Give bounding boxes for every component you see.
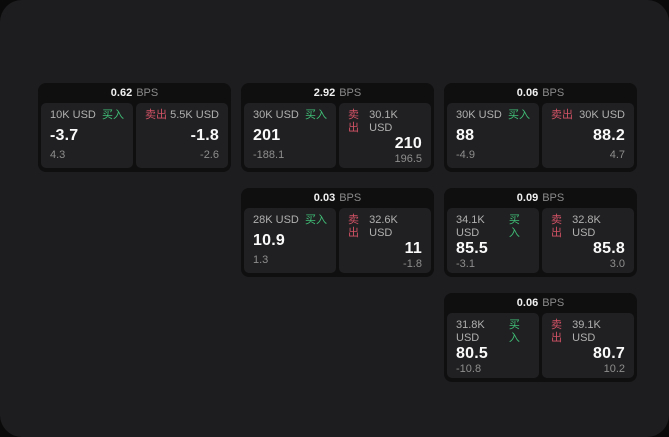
bps-quote-card: 0.06 BPS 31.8K USD 买入 80.5 -10.8 卖出 39.1…: [444, 293, 637, 382]
buy-change: -4.9: [456, 149, 475, 161]
sell-size-label: 30.1K USD: [369, 109, 398, 134]
bps-header: 0.06 BPS: [447, 293, 634, 313]
bps-value: 0.06: [516, 297, 539, 309]
buy-size-label: 10K USD: [50, 109, 96, 121]
sell-tile[interactable]: 卖出 32.6K USD 11 -1.8: [339, 208, 431, 273]
sell-side-label: 卖出: [348, 109, 359, 134]
bps-quote-card: 0.09 BPS 34.1K USD 买入 85.5 -3.1 卖出 32.8K…: [444, 188, 637, 277]
sell-price: 11: [404, 240, 422, 257]
bps-quote-card: 0.62 BPS 10K USD 买入 -3.7 4.3 卖出 5.5K USD…: [38, 83, 231, 172]
sell-price: 88.2: [593, 126, 625, 144]
bps-unit-label: BPS: [339, 87, 362, 99]
buy-size-label: 28K USD: [253, 214, 299, 226]
sell-tile[interactable]: 卖出 30K USD 88.2 4.7: [542, 103, 634, 168]
buy-price: 85.5: [456, 240, 488, 257]
sell-size-label: 30K USD: [579, 109, 625, 121]
buy-price: 10.9: [253, 231, 285, 249]
buy-tile[interactable]: 28K USD 买入 10.9 1.3: [244, 208, 336, 273]
bps-quote-card: 0.06 BPS 30K USD 买入 88 -4.9 卖出 30K USD 8…: [444, 83, 637, 172]
bps-quote-card: 0.03 BPS 28K USD 买入 10.9 1.3 卖出 32.6K US…: [241, 188, 434, 277]
bps-header: 2.92 BPS: [244, 83, 431, 103]
sell-size-label: 5.5K USD: [170, 109, 219, 121]
bps-unit-label: BPS: [542, 192, 565, 204]
buy-tile[interactable]: 10K USD 买入 -3.7 4.3: [41, 103, 133, 168]
sell-change: 4.7: [609, 149, 625, 161]
buy-side-label: 买入: [102, 109, 124, 121]
buy-change: -3.1: [456, 258, 475, 270]
buy-tile[interactable]: 30K USD 买入 88 -4.9: [447, 103, 539, 168]
buy-side-label: 买入: [305, 109, 327, 121]
bps-header: 0.06 BPS: [447, 83, 634, 103]
buy-price: 80.5: [456, 345, 488, 362]
buy-price: 201: [253, 126, 281, 144]
bps-header: 0.62 BPS: [41, 83, 228, 103]
sell-size-label: 32.8K USD: [572, 214, 601, 239]
sell-change: 10.2: [603, 363, 625, 375]
bps-value: 0.03: [313, 192, 336, 204]
buy-tile[interactable]: 34.1K USD 买入 85.5 -3.1: [447, 208, 539, 273]
bps-unit-label: BPS: [339, 192, 362, 204]
buy-change: -10.8: [456, 363, 482, 375]
sell-side-label: 卖出: [551, 319, 562, 344]
sell-change: 196.5: [394, 153, 422, 165]
bps-header: 0.09 BPS: [447, 188, 634, 208]
buy-change: 1.3: [253, 254, 269, 266]
bps-unit-label: BPS: [542, 297, 565, 309]
sell-change: -1.8: [403, 258, 422, 270]
bps-value: 0.62: [110, 87, 133, 99]
buy-size-label: 34.1K USD: [456, 214, 485, 239]
buy-change: -188.1: [253, 149, 285, 161]
sell-price: -1.8: [190, 126, 219, 144]
buy-side-label: 买入: [508, 109, 530, 121]
buy-size-label: 31.8K USD: [456, 319, 485, 344]
buy-tile[interactable]: 30K USD 买入 201 -188.1: [244, 103, 336, 168]
sell-size-label: 39.1K USD: [572, 319, 601, 344]
buy-side-label: 买入: [305, 214, 327, 226]
buy-price: -3.7: [50, 126, 79, 144]
buy-tile[interactable]: 31.8K USD 买入 80.5 -10.8: [447, 313, 539, 378]
buy-size-label: 30K USD: [253, 109, 299, 121]
bps-header: 0.03 BPS: [244, 188, 431, 208]
sell-change: -2.6: [200, 149, 219, 161]
sell-tile[interactable]: 卖出 5.5K USD -1.8 -2.6: [136, 103, 228, 168]
buy-side-label: 买入: [508, 214, 520, 239]
buy-change: 4.3: [50, 149, 66, 161]
sell-side-label: 卖出: [551, 214, 562, 239]
sell-tile[interactable]: 卖出 30.1K USD 210 196.5: [339, 103, 431, 168]
sell-side-label: 卖出: [551, 109, 573, 121]
bps-value: 0.06: [516, 87, 539, 99]
sell-price: 210: [394, 135, 422, 152]
buy-price: 88: [456, 126, 475, 144]
buy-size-label: 30K USD: [456, 109, 502, 121]
sell-tile[interactable]: 卖出 32.8K USD 85.8 3.0: [542, 208, 634, 273]
sell-tile[interactable]: 卖出 39.1K USD 80.7 10.2: [542, 313, 634, 378]
sell-price: 80.7: [593, 345, 625, 362]
sell-change: 3.0: [609, 258, 625, 270]
bps-value: 0.09: [516, 192, 539, 204]
sell-price: 85.8: [593, 240, 625, 257]
bps-quote-card: 2.92 BPS 30K USD 买入 201 -188.1 卖出 30.1K …: [241, 83, 434, 172]
sell-size-label: 32.6K USD: [369, 214, 398, 239]
sell-side-label: 卖出: [145, 109, 167, 121]
bps-unit-label: BPS: [136, 87, 159, 99]
bps-unit-label: BPS: [542, 87, 565, 99]
buy-side-label: 买入: [508, 319, 520, 344]
sell-side-label: 卖出: [348, 214, 359, 239]
bps-value: 2.92: [313, 87, 336, 99]
